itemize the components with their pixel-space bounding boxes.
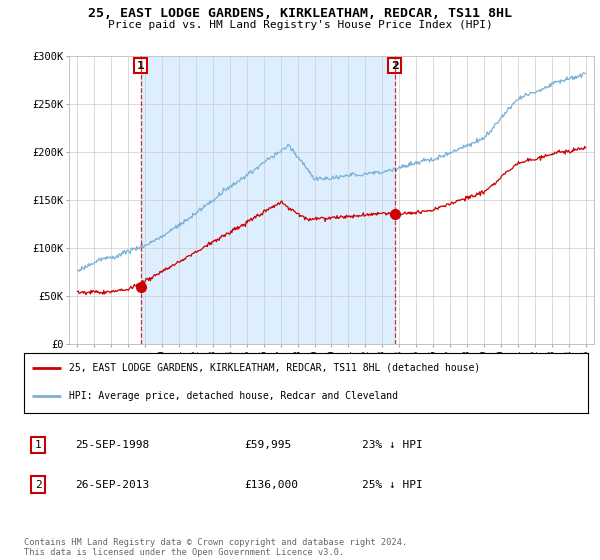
Text: 25, EAST LODGE GARDENS, KIRKLEATHAM, REDCAR, TS11 8HL: 25, EAST LODGE GARDENS, KIRKLEATHAM, RED… bbox=[88, 7, 512, 20]
Text: Contains HM Land Registry data © Crown copyright and database right 2024.
This d: Contains HM Land Registry data © Crown c… bbox=[24, 538, 407, 557]
Text: £136,000: £136,000 bbox=[244, 480, 298, 489]
Text: 1: 1 bbox=[137, 60, 145, 71]
Text: HPI: Average price, detached house, Redcar and Cleveland: HPI: Average price, detached house, Redc… bbox=[69, 391, 398, 402]
Text: 26-SEP-2013: 26-SEP-2013 bbox=[75, 480, 149, 489]
Text: 25, EAST LODGE GARDENS, KIRKLEATHAM, REDCAR, TS11 8HL (detached house): 25, EAST LODGE GARDENS, KIRKLEATHAM, RED… bbox=[69, 363, 481, 373]
Text: Price paid vs. HM Land Registry's House Price Index (HPI): Price paid vs. HM Land Registry's House … bbox=[107, 20, 493, 30]
Text: 2: 2 bbox=[391, 60, 398, 71]
Bar bbox=[140, 56, 395, 344]
Text: 1: 1 bbox=[35, 440, 41, 450]
Text: 23% ↓ HPI: 23% ↓ HPI bbox=[362, 440, 423, 450]
Text: £59,995: £59,995 bbox=[244, 440, 291, 450]
Text: 2: 2 bbox=[35, 480, 41, 489]
Text: 25-SEP-1998: 25-SEP-1998 bbox=[75, 440, 149, 450]
Text: 25% ↓ HPI: 25% ↓ HPI bbox=[362, 480, 423, 489]
